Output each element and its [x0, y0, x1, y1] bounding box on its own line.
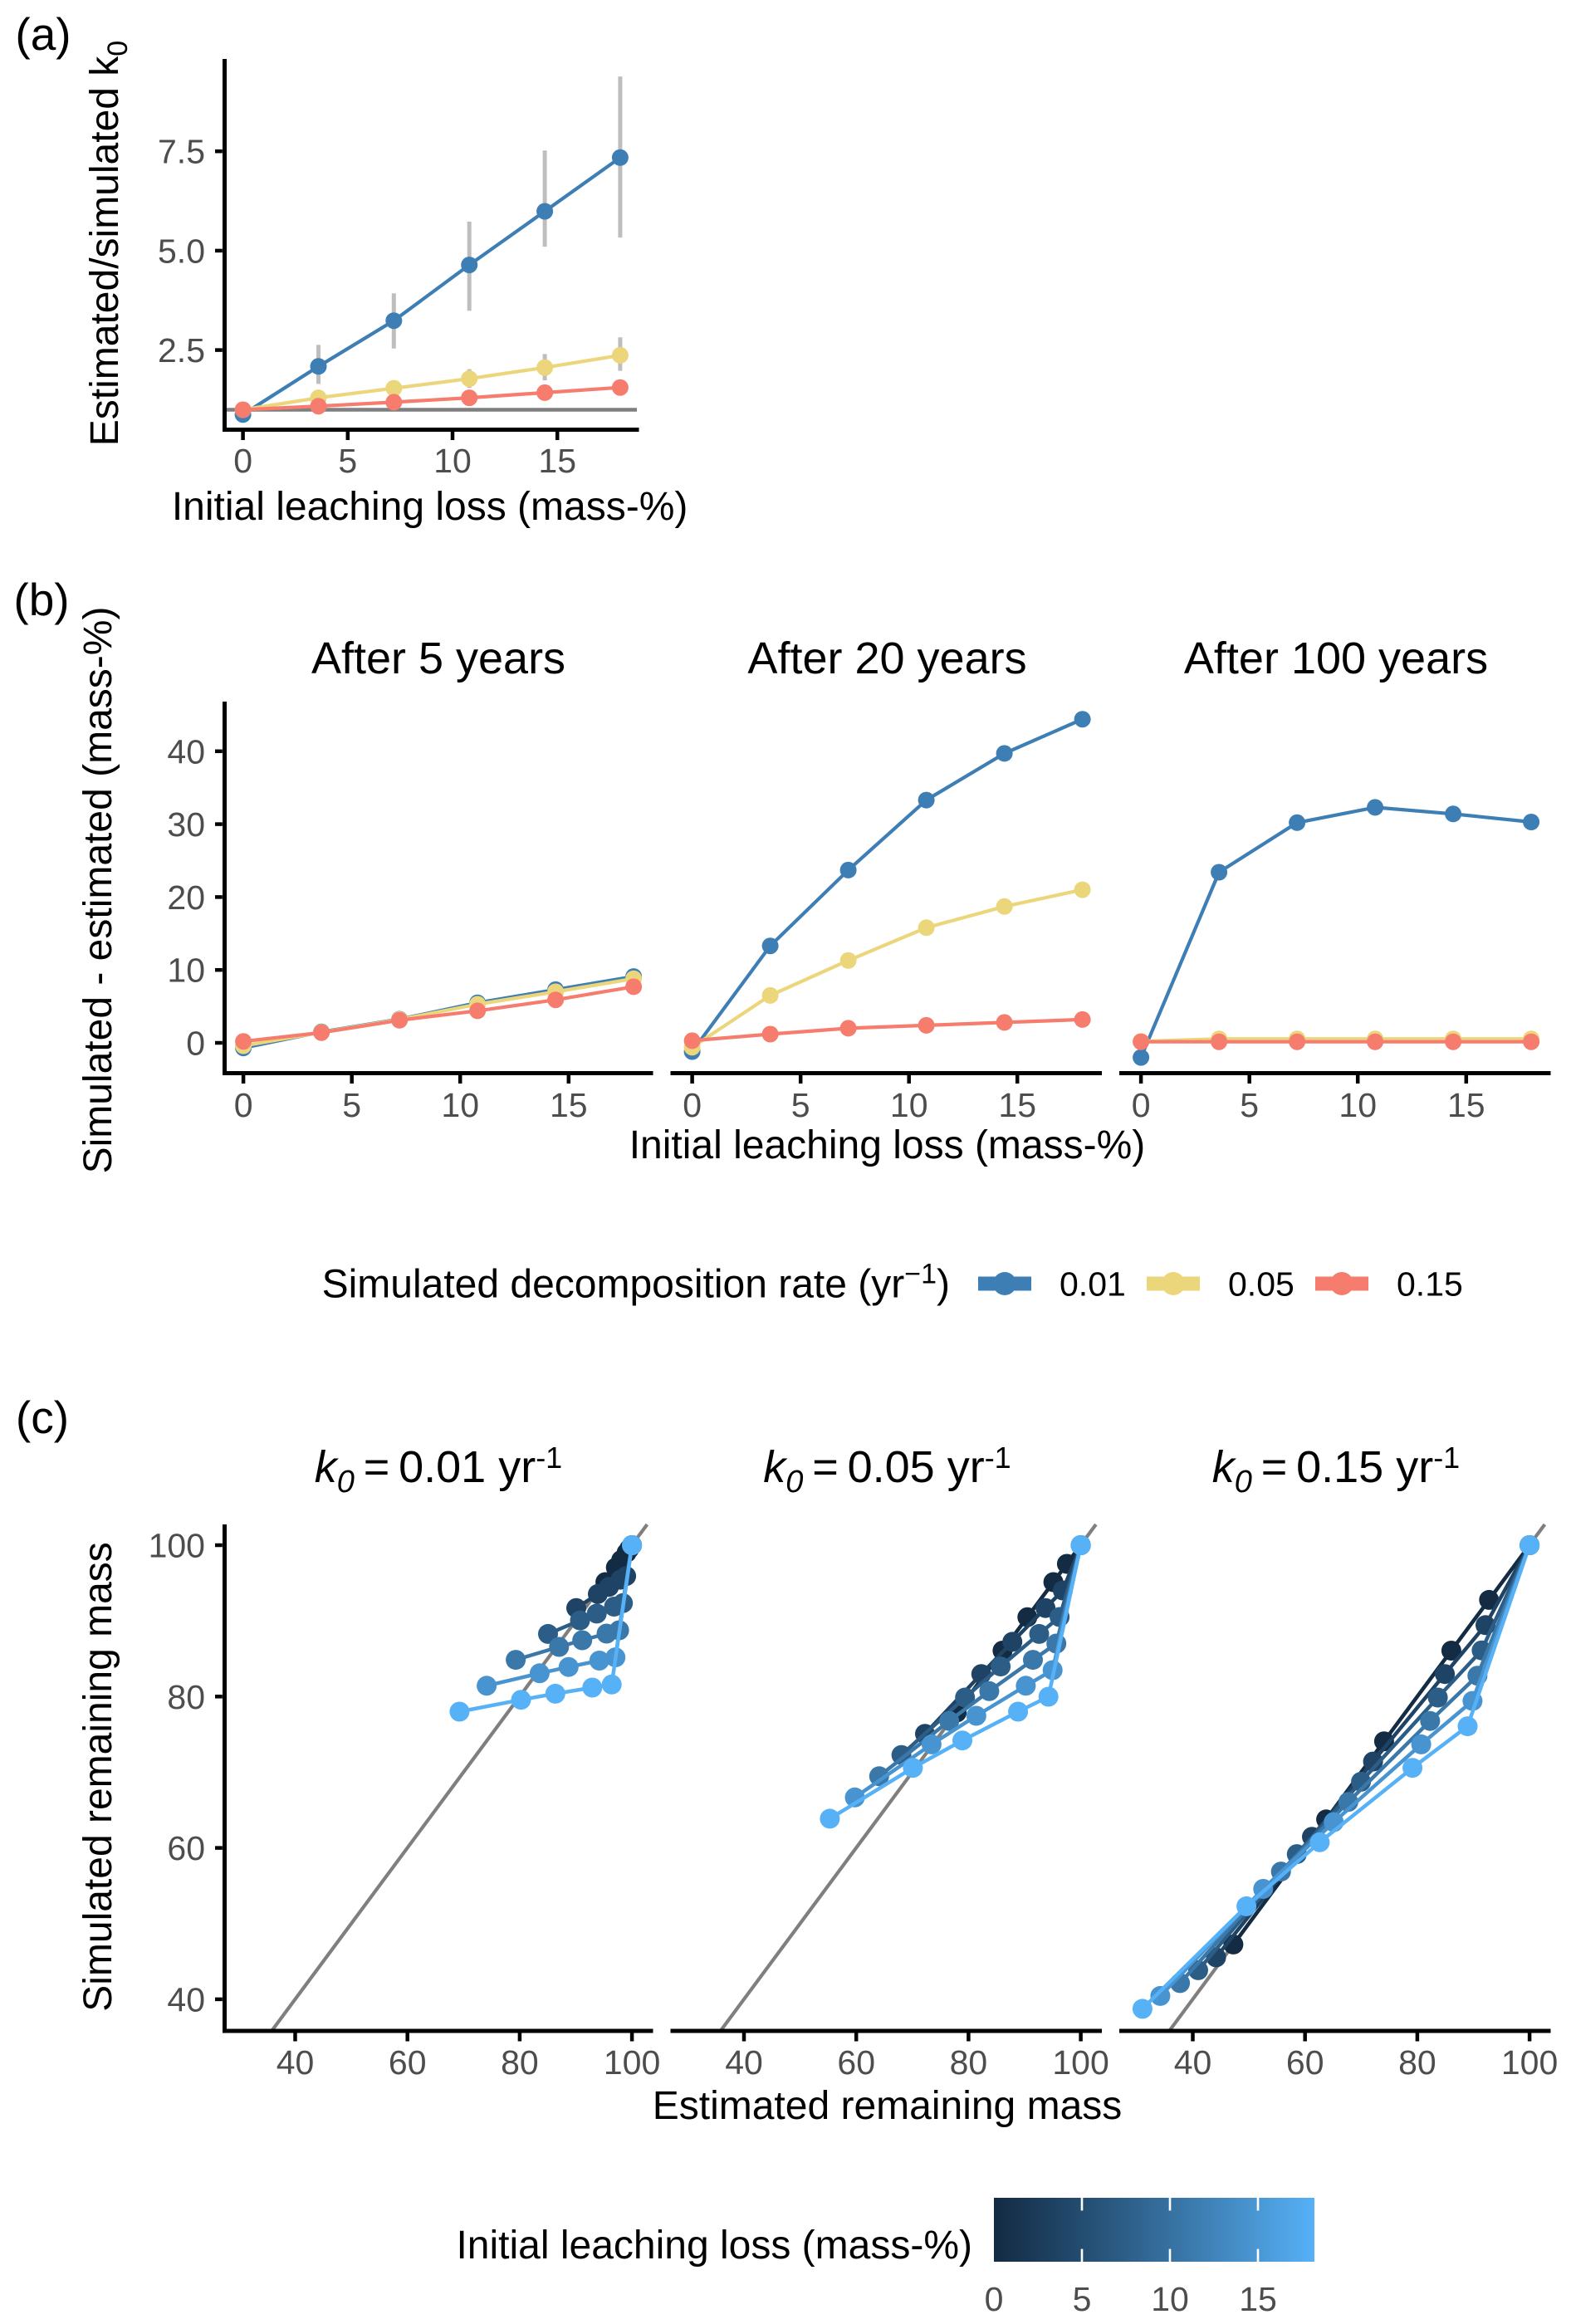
svg-text:0: 0: [1132, 1086, 1151, 1124]
svg-text:80: 80: [950, 2043, 988, 2082]
svg-text:After 100 years: After 100 years: [1184, 634, 1488, 683]
svg-text:Initial leaching loss (mass-%): Initial leaching loss (mass-%): [629, 1123, 1146, 1167]
svg-text:0.15: 0.15: [1397, 1265, 1463, 1304]
svg-text:0.05: 0.05: [1228, 1265, 1294, 1304]
svg-text:Simulated - estimated (mass-%): Simulated - estimated (mass-%): [76, 607, 120, 1174]
svg-text:10: 10: [1151, 2280, 1189, 2318]
svg-text:Simulated decomposition rate (: Simulated decomposition rate (yr−1): [322, 1259, 950, 1307]
svg-text:0: 0: [233, 442, 252, 480]
svg-text:5: 5: [338, 442, 357, 480]
svg-text:100: 100: [604, 2043, 660, 2082]
svg-text:Simulated remaining mass: Simulated remaining mass: [76, 1542, 120, 2012]
svg-text:80: 80: [1398, 2043, 1436, 2082]
svg-text:60: 60: [1286, 2043, 1324, 2082]
svg-text:15: 15: [998, 1086, 1036, 1124]
svg-text:80: 80: [167, 1678, 205, 1716]
svg-text:15: 15: [1447, 1086, 1485, 1124]
svg-text:100: 100: [1501, 2043, 1558, 2082]
svg-text:After 5 years: After 5 years: [311, 634, 565, 683]
svg-text:40: 40: [167, 1980, 205, 2018]
svg-text:0: 0: [985, 2280, 1004, 2318]
svg-text:40: 40: [725, 2043, 763, 2082]
svg-text:7.5: 7.5: [158, 133, 205, 171]
svg-text:(a): (a): [15, 8, 71, 60]
svg-text:80: 80: [501, 2043, 539, 2082]
svg-text:0.01: 0.01: [1060, 1265, 1126, 1304]
svg-text:k0 = 0.01 yr-1: k0 = 0.01 yr-1: [315, 1441, 562, 1500]
svg-text:10: 10: [433, 442, 472, 480]
svg-text:Initial leaching loss (mass-%): Initial leaching loss (mass-%): [456, 2224, 972, 2268]
svg-text:60: 60: [389, 2043, 427, 2082]
svg-text:15: 15: [1239, 2280, 1277, 2318]
svg-text:100: 100: [149, 1527, 205, 1565]
svg-text:Initial leaching loss (mass-%): Initial leaching loss (mass-%): [172, 485, 688, 529]
svg-text:100: 100: [1052, 2043, 1109, 2082]
svg-text:5: 5: [791, 1086, 810, 1124]
svg-text:k0 = 0.15 yr-1: k0 = 0.15 yr-1: [1212, 1441, 1460, 1500]
svg-text:40: 40: [277, 2043, 315, 2082]
svg-text:20: 20: [167, 878, 205, 917]
svg-text:After 20 years: After 20 years: [747, 634, 1026, 683]
svg-text:10: 10: [441, 1086, 479, 1124]
svg-text:Estimated/simulated k0: Estimated/simulated k0: [83, 41, 134, 446]
svg-text:0: 0: [234, 1086, 253, 1124]
svg-text:60: 60: [837, 2043, 875, 2082]
svg-text:Estimated remaining mass: Estimated remaining mass: [653, 2084, 1123, 2128]
svg-text:(c): (c): [16, 1392, 69, 1443]
svg-text:5: 5: [1240, 1086, 1259, 1124]
svg-text:5: 5: [1073, 2280, 1092, 2318]
svg-text:60: 60: [167, 1829, 205, 1867]
svg-text:15: 15: [538, 442, 576, 480]
svg-text:40: 40: [1174, 2043, 1212, 2082]
svg-text:15: 15: [550, 1086, 588, 1124]
svg-text:10: 10: [1339, 1086, 1377, 1124]
svg-text:0: 0: [186, 1025, 205, 1063]
svg-text:10: 10: [167, 952, 205, 990]
svg-text:0: 0: [683, 1086, 702, 1124]
svg-text:(b): (b): [13, 574, 69, 625]
svg-text:k0 = 0.05 yr-1: k0 = 0.05 yr-1: [763, 1441, 1011, 1500]
svg-text:10: 10: [890, 1086, 928, 1124]
svg-text:30: 30: [167, 805, 205, 844]
svg-text:5: 5: [342, 1086, 361, 1124]
svg-text:5.0: 5.0: [158, 232, 205, 270]
svg-text:40: 40: [167, 732, 205, 771]
svg-text:2.5: 2.5: [158, 331, 205, 369]
